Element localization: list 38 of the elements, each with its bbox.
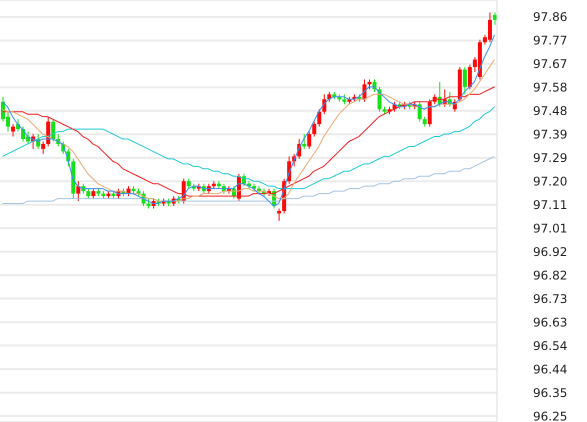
candlestick <box>91 188 96 200</box>
candlestick <box>186 178 191 190</box>
y-tick-label: 96.25 <box>533 409 568 422</box>
candlestick <box>367 78 372 90</box>
candlestick <box>146 198 151 210</box>
y-tick-label: 97.11 <box>533 198 568 212</box>
y-tick-label: 97.48 <box>533 104 568 118</box>
candlestick <box>302 134 306 150</box>
y-tick-label: 96.92 <box>533 244 568 259</box>
y-tick-label: 97.39 <box>533 128 568 142</box>
candlestick <box>41 140 46 154</box>
candlestick <box>76 180 80 202</box>
candlestick <box>342 94 346 105</box>
y-tick-label: 96.82 <box>533 268 568 283</box>
candlestick <box>422 116 427 128</box>
candlestick <box>11 124 16 138</box>
y-tick-label: 97.77 <box>533 34 568 48</box>
y-tick-label: 97.58 <box>533 80 568 95</box>
candlestick <box>312 121 316 138</box>
y-tick-label: 97.67 <box>533 57 568 72</box>
y-tick-label: 97.01 <box>533 221 568 236</box>
y-tick-label: 96.44 <box>533 362 568 376</box>
candlestick <box>277 208 282 222</box>
y-tick-label: 97.29 <box>533 151 568 166</box>
y-tick-label: 96.63 <box>533 315 568 330</box>
line-series <box>2 34 495 207</box>
candlestick <box>317 108 322 128</box>
y-tick-label: 96.35 <box>533 386 568 400</box>
candlestick <box>462 66 467 95</box>
y-tick-label: 97.20 <box>533 174 568 188</box>
y-tick-label: 96.73 <box>533 292 568 306</box>
candlestick <box>307 131 312 150</box>
candlestick <box>86 188 90 200</box>
candlestick <box>428 98 432 128</box>
candlestick <box>468 64 472 90</box>
y-tick-label: 96.54 <box>533 338 568 353</box>
y-tick-label: 97.86 <box>533 10 568 24</box>
candlestick <box>51 118 56 142</box>
